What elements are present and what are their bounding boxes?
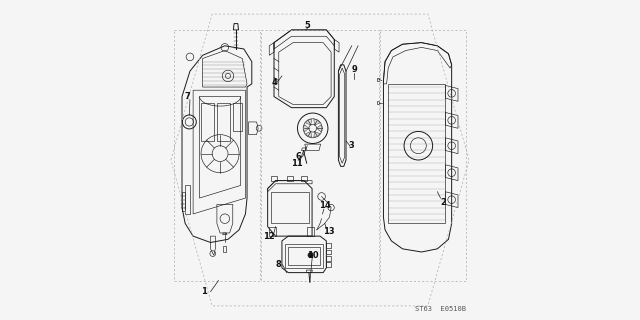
Text: 1: 1 [201,287,207,296]
Text: ST63  E0510B: ST63 E0510B [415,306,466,312]
Polygon shape [303,125,309,132]
Text: 3: 3 [349,141,355,150]
Text: 2: 2 [441,198,447,207]
Text: 13: 13 [323,227,335,236]
Text: 10: 10 [307,251,319,260]
Text: 7: 7 [184,92,190,101]
Text: 12: 12 [263,232,275,241]
Text: 4: 4 [271,78,277,87]
Circle shape [308,252,313,258]
Text: 14: 14 [319,202,331,211]
Polygon shape [306,132,312,137]
Text: 9: 9 [351,65,357,74]
Text: 11: 11 [291,159,303,168]
Text: 5: 5 [305,21,310,30]
Text: 8: 8 [276,260,282,269]
Polygon shape [314,119,320,125]
Polygon shape [314,132,320,137]
Polygon shape [306,119,312,125]
Text: 6: 6 [296,152,301,161]
Polygon shape [317,125,322,132]
